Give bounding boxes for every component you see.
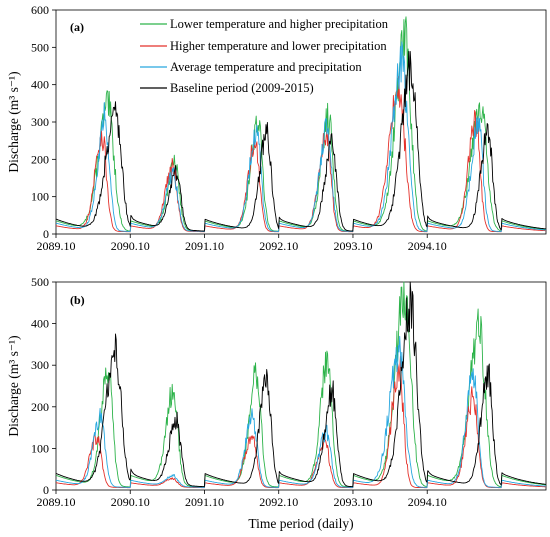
panel-a-x-tick-label-0: 2089.10 [37, 239, 76, 253]
panel-b-x-tick-label-3: 2092.10 [259, 495, 298, 509]
panel-b-y-tick-label-2: 200 [31, 400, 49, 414]
legend-label-average: Average temperature and precipitation [170, 60, 362, 74]
panel-a-x-tick-label-1: 2090.10 [111, 239, 150, 253]
panel-b-x-tick-label-0: 2089.10 [37, 495, 76, 509]
panel-b-series-line-1 [55, 355, 546, 489]
panel-a-legend: Lower temperature and higher precipitati… [140, 17, 389, 95]
panel-b-series-line-2 [55, 335, 546, 488]
panel-b-x-tick-label-5: 2094.10 [408, 495, 447, 509]
panel-b-plot-frame [55, 281, 547, 491]
panel-a-x-tick-label-3: 2092.10 [259, 239, 298, 253]
panel-b-x-ticks: 2089.10 2090.10 2091.10 2092.10 2093.10 2094.… [37, 490, 447, 509]
panel-b-series [55, 281, 546, 489]
panel-b-series-line-0 [55, 281, 546, 488]
panel-a-y-tick-label-4: 400 [31, 78, 49, 92]
panel-a-y-tick-label-2: 200 [31, 152, 49, 166]
panel-a-label: (a) [70, 20, 84, 34]
panel-a-y-tick-label-5: 500 [31, 40, 49, 54]
panel-b-x-axis-title: Time period (daily) [248, 516, 353, 531]
panel-b-x-tick-label-2: 2091.10 [185, 495, 224, 509]
panel-b-y-tick-label-1: 100 [31, 441, 49, 455]
panel-b-series-line-3 [55, 281, 546, 488]
panel-b-y-tick-label-4: 400 [31, 317, 49, 331]
panel-a-series-line-3 [55, 50, 547, 232]
panel-b-y-axis-title: Discharge (m³ s⁻¹) [6, 335, 21, 436]
panel-a-series [55, 16, 547, 233]
panel-b-x-tick-label-4: 2093.10 [333, 495, 372, 509]
panel-a-series-line-2 [55, 41, 547, 232]
panel-a-y-tick-label-6: 600 [31, 3, 49, 17]
panel-a-y-ticks: 0 100 200 300 400 500 600 [31, 3, 56, 241]
panel-b-x-tick-label-1: 2090.10 [111, 495, 150, 509]
panel-b-y-tick-label-0: 0 [43, 483, 49, 497]
panel-b-label: (b) [70, 293, 85, 307]
panel-a-x-tick-label-4: 2093.10 [333, 239, 372, 253]
panel-a-x-ticks: 2089.10 2090.10 2091.10 2092.10 2093.10 2094.… [37, 234, 447, 253]
legend-label-baseline: Baseline period (2009-2015) [170, 81, 314, 95]
panel-b-y-tick-label-3: 300 [31, 358, 49, 372]
panel-a-series-line-1 [55, 76, 546, 233]
panel-b-y-tick-label-5: 500 [31, 275, 49, 289]
panel-a-y-axis-title: Discharge (m³ s⁻¹) [6, 71, 21, 172]
panel-a-y-tick-label-0: 0 [43, 227, 49, 241]
panel-a: 0 100 200 300 400 500 600 2089.10 2090.10 2091.1… [6, 3, 547, 253]
panel-b-y-ticks: 0 100 200 300 400 500 [31, 275, 56, 497]
legend-label-higher-temp: Higher temperature and lower precipitati… [170, 39, 387, 53]
panel-a-x-tick-label-2: 2091.10 [185, 239, 224, 253]
panel-a-y-tick-label-3: 300 [31, 115, 49, 129]
panel-a-y-tick-label-1: 100 [31, 190, 49, 204]
legend-label-lower-temp: Lower temperature and higher precipitati… [170, 17, 389, 31]
panel-a-x-tick-label-5: 2094.10 [408, 239, 447, 253]
